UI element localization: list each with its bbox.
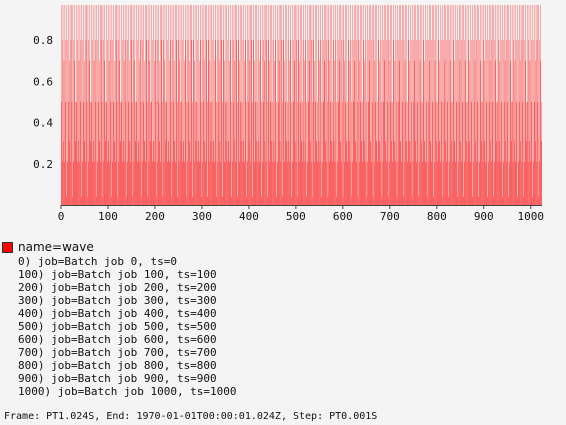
legend-item: 400) job=Batch job 400, ts=400 xyxy=(18,307,217,320)
x-tick-label: 600 xyxy=(333,210,353,223)
legend-header: name=wave xyxy=(2,240,237,254)
legend-item: 900) job=Batch job 900, ts=900 xyxy=(18,372,217,385)
legend-item: 100) job=Batch job 100, ts=100 xyxy=(18,268,217,281)
y-tick-label: 0.6 xyxy=(33,75,53,88)
bar-series xyxy=(61,5,542,205)
frame-footer: Frame: PT1.024S, End: 1970-01-01T00:00:0… xyxy=(4,411,378,422)
legend-swatch xyxy=(2,241,13,253)
legend-item: 300) job=Batch job 300, ts=300 xyxy=(18,294,217,307)
legend-item: 700) job=Batch job 700, ts=700 xyxy=(18,346,217,359)
legend-item: 800) job=Batch job 800, ts=800 xyxy=(18,359,217,372)
x-tick-label: 100 xyxy=(98,210,118,223)
x-tick-label: 0 xyxy=(58,210,65,223)
y-tick-label: 0.2 xyxy=(33,158,53,171)
legend-item: 200) job=Batch job 200, ts=200 xyxy=(18,281,217,294)
x-tick-label: 900 xyxy=(474,210,494,223)
x-tick-label: 800 xyxy=(427,210,447,223)
legend-series-name: name=wave xyxy=(18,239,94,254)
x-tick-label: 200 xyxy=(145,210,165,223)
axes: 0 100 200 300 400 500 600 700 800 900 1000 0.2 0.4 0.… xyxy=(33,34,544,223)
x-tick-label: 1000 xyxy=(517,210,544,223)
y-tick-label: 0.8 xyxy=(33,34,53,47)
legend-item: 0) job=Batch job 0, ts=0 xyxy=(18,255,177,268)
chart-area: 0 100 200 300 400 500 600 700 800 900 1000 0.2 0.4 0.… xyxy=(33,5,544,223)
legend-item: 1000) job=Batch job 1000, ts=1000 xyxy=(18,385,237,398)
legend-items: 0) job=Batch job 0, ts=0 100) job=Batch … xyxy=(18,255,237,398)
x-tick-label: 700 xyxy=(380,210,400,223)
x-tick-label: 300 xyxy=(192,210,212,223)
x-tick-label: 400 xyxy=(239,210,259,223)
legend-item: 500) job=Batch job 500, ts=500 xyxy=(18,320,217,333)
legend: name=wave 0) job=Batch job 0, ts=0 100) … xyxy=(2,240,237,398)
legend-item: 600) job=Batch job 600, ts=600 xyxy=(18,333,217,346)
x-tick-label: 500 xyxy=(286,210,306,223)
wave-chart: 0 100 200 300 400 500 600 700 800 900 1000 0.2 0.4 0.… xyxy=(33,5,544,223)
y-tick-label: 0.4 xyxy=(33,117,53,130)
